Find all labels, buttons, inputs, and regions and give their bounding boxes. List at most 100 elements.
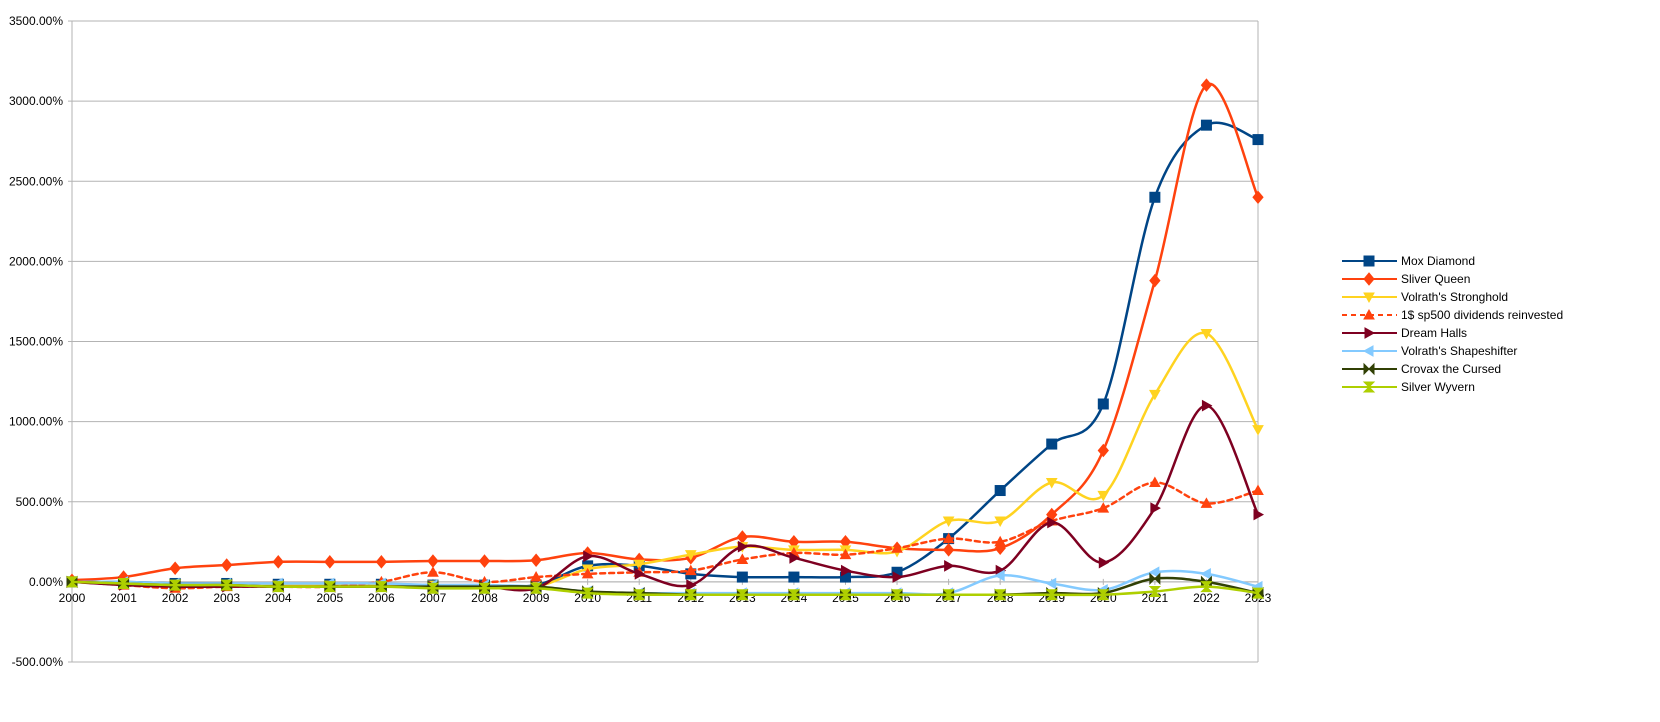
legend-label: Silver Wyvern — [1401, 380, 1475, 394]
data-point — [1149, 572, 1161, 585]
series-1 — [66, 78, 1264, 588]
data-point — [787, 589, 801, 601]
data-point — [1200, 78, 1213, 92]
y-tick-label: 2000.00% — [9, 254, 63, 268]
data-point — [1045, 577, 1057, 590]
legend-entry: Dream Halls — [1342, 326, 1467, 340]
y-tick-label: 500.00% — [16, 495, 64, 509]
legend-label: Mox Diamond — [1401, 254, 1475, 268]
data-point — [375, 555, 388, 569]
data-point — [583, 550, 594, 563]
y-tick-label: 1500.00% — [9, 335, 63, 349]
data-point — [117, 577, 130, 589]
data-point — [1252, 425, 1264, 436]
x-tick-label: 2007 — [420, 591, 447, 605]
data-point — [1097, 490, 1110, 502]
data-point — [789, 551, 800, 564]
x-tick-label: 2002 — [162, 591, 189, 605]
data-point — [892, 571, 904, 583]
data-point — [839, 548, 852, 560]
data-point — [168, 579, 182, 591]
data-point — [272, 555, 284, 569]
gridlines — [72, 20, 1258, 663]
data-point — [581, 567, 594, 579]
data-point — [1253, 508, 1265, 521]
data-point — [942, 532, 955, 544]
data-point — [1252, 484, 1264, 496]
series-3 — [66, 476, 1264, 593]
data-point — [1200, 119, 1212, 131]
legend-entry: Sliver Queen — [1342, 272, 1470, 286]
data-point — [272, 581, 285, 593]
data-point — [942, 543, 955, 557]
legend-entry: Volrath's Shapeshifter — [1342, 344, 1517, 358]
data-point — [1097, 443, 1109, 458]
legend-marker — [1363, 292, 1375, 304]
data-point — [1046, 438, 1058, 450]
data-point — [736, 589, 749, 601]
x-tick-label: 2022 — [1193, 591, 1220, 605]
data-point — [633, 559, 646, 571]
series-7 — [65, 576, 1265, 601]
data-point — [994, 569, 1005, 582]
legend-label: Volrath's Shapeshifter — [1401, 344, 1517, 358]
legend-entry: Volrath's Stronghold — [1342, 290, 1508, 304]
data-point — [736, 530, 749, 544]
x-tick-label: 2009 — [523, 591, 550, 605]
data-point — [839, 589, 852, 601]
data-point — [633, 589, 646, 601]
data-point — [65, 576, 79, 588]
data-point — [684, 564, 697, 576]
x-tick-label: 2003 — [213, 591, 240, 605]
data-point — [890, 589, 904, 601]
data-point — [1150, 502, 1161, 515]
data-point — [944, 560, 955, 572]
data-point — [942, 589, 955, 601]
data-point — [1149, 389, 1161, 401]
data-point — [686, 579, 697, 591]
data-point — [1047, 516, 1058, 529]
data-point — [221, 558, 233, 572]
data-point — [840, 564, 852, 577]
series-line — [70, 580, 1260, 597]
data-point — [1200, 328, 1213, 340]
legend-label: Dream Halls — [1401, 326, 1467, 340]
legend-entry: Crovax the Cursed — [1342, 362, 1501, 376]
data-point — [427, 566, 439, 577]
data-point — [942, 516, 955, 528]
legend-entry: Silver Wyvern — [1342, 380, 1475, 394]
legend-label: Crovax the Cursed — [1401, 362, 1501, 376]
data-point — [530, 571, 542, 582]
legend: Mox Diamond Sliver Queen Volrath's Strongh… — [1342, 254, 1563, 394]
legend-marker — [1363, 362, 1375, 376]
data-point — [891, 542, 903, 553]
legend-label: 1$ sp500 dividends reinvested — [1401, 308, 1563, 322]
data-point — [788, 571, 800, 583]
data-point — [169, 561, 181, 576]
legend-label: Sliver Queen — [1401, 272, 1470, 286]
data-point — [1148, 566, 1160, 579]
data-point — [634, 568, 646, 580]
series-line — [70, 331, 1260, 590]
x-tick-label: 2004 — [265, 591, 292, 605]
legend-marker — [1364, 327, 1376, 339]
data-point — [426, 582, 440, 594]
data-point — [684, 589, 697, 601]
data-point — [737, 540, 749, 553]
series-2 — [66, 328, 1264, 593]
data-point — [1045, 478, 1058, 489]
data-point — [994, 485, 1006, 497]
data-point — [478, 554, 491, 568]
data-point — [1200, 497, 1213, 508]
data-point — [478, 582, 491, 594]
legend-marker — [1363, 255, 1375, 267]
legend-label: Volrath's Stronghold — [1401, 290, 1508, 304]
y-axis-tick-labels: -500.00% 0.00% 500.00% 1000.00% 1500.00% 2000… — [9, 14, 63, 669]
y-tick-label: 1000.00% — [9, 415, 63, 429]
x-tick-label: 2008 — [471, 591, 498, 605]
data-point — [1252, 190, 1264, 205]
data-point — [1149, 191, 1161, 203]
series-lines — [65, 78, 1265, 601]
data-point — [581, 587, 594, 599]
